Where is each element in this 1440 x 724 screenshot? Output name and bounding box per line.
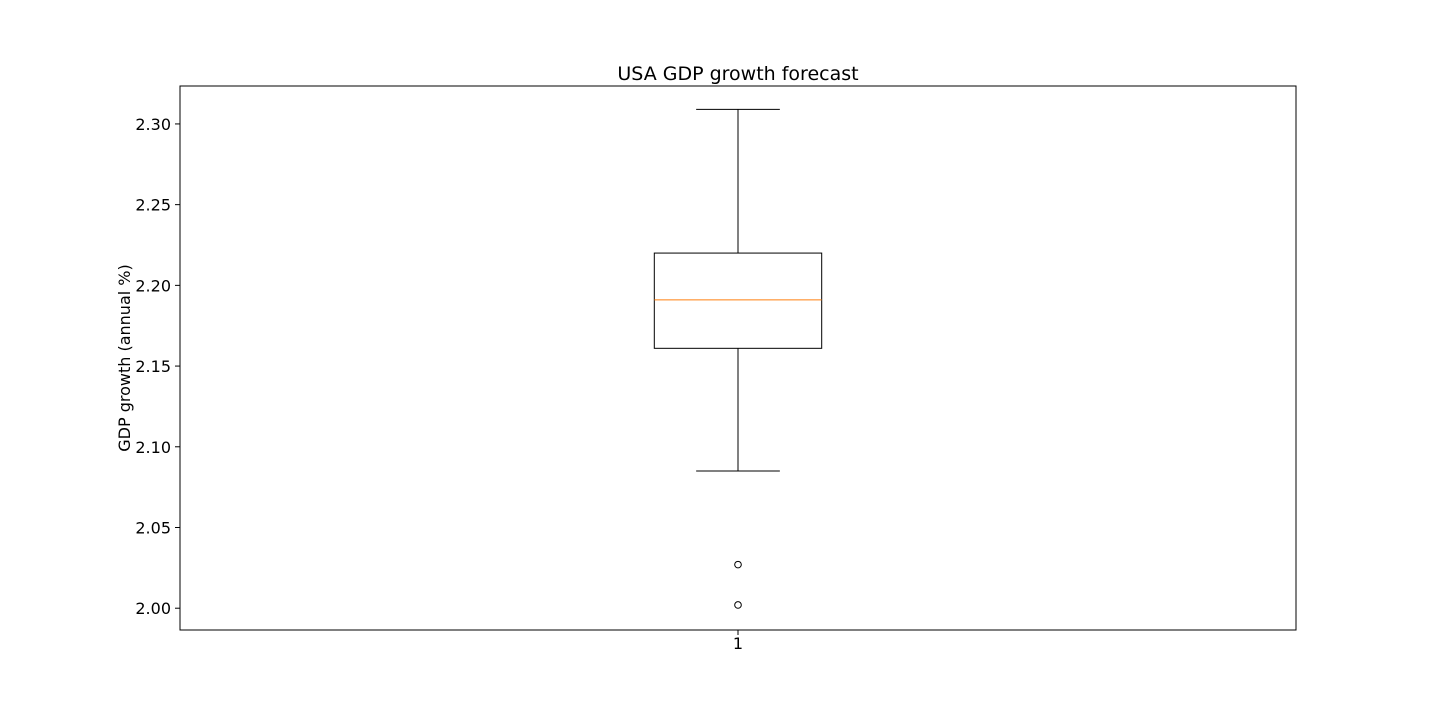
outlier-point xyxy=(734,560,742,569)
y-axis-label: GDP growth (annual %) xyxy=(115,264,134,451)
interquartile-box xyxy=(653,252,823,349)
y-tick-label: 2.10 xyxy=(135,438,171,457)
x-axis-ticks: 1 xyxy=(733,630,743,653)
plot-area-frame xyxy=(179,85,1297,631)
y-tick-label: 2.00 xyxy=(135,599,171,618)
y-tick-label: 2.15 xyxy=(135,357,171,376)
chart-title: USA GDP growth forecast xyxy=(617,63,858,85)
box-group xyxy=(653,108,823,609)
y-axis-ticks: 2.00 2.05 2.10 2.15 2.20 2.25 2.30 xyxy=(135,115,180,618)
y-tick-label: 2.30 xyxy=(135,115,171,134)
y-tick-label: 2.05 xyxy=(135,518,171,537)
y-tick-label: 2.25 xyxy=(135,196,171,215)
y-tick-label: 2.20 xyxy=(135,276,171,295)
outlier-point xyxy=(734,601,742,609)
x-tick-label: 1 xyxy=(733,634,743,653)
